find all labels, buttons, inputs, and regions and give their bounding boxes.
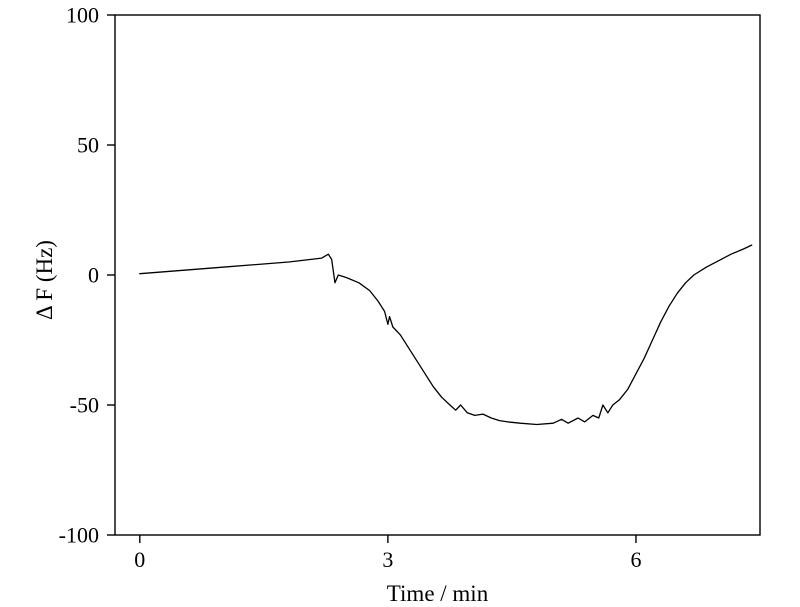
svg-text:6: 6 — [630, 547, 641, 572]
svg-text:0: 0 — [134, 547, 145, 572]
svg-text:0: 0 — [88, 263, 99, 288]
svg-text:100: 100 — [66, 3, 99, 28]
svg-text:3: 3 — [382, 547, 393, 572]
y-axis-label: Δ F (Hz) — [32, 240, 58, 320]
line-chart: 0 3 6 -100 -50 0 50 100 — [0, 0, 800, 605]
x-axis-label: Time / min — [378, 581, 498, 607]
svg-text:-100: -100 — [59, 523, 99, 548]
svg-text:50: 50 — [77, 133, 99, 158]
chart-container: 0 3 6 -100 -50 0 50 100 Δ F (Hz) Time / min — [0, 0, 800, 605]
svg-text:-50: -50 — [70, 393, 99, 418]
